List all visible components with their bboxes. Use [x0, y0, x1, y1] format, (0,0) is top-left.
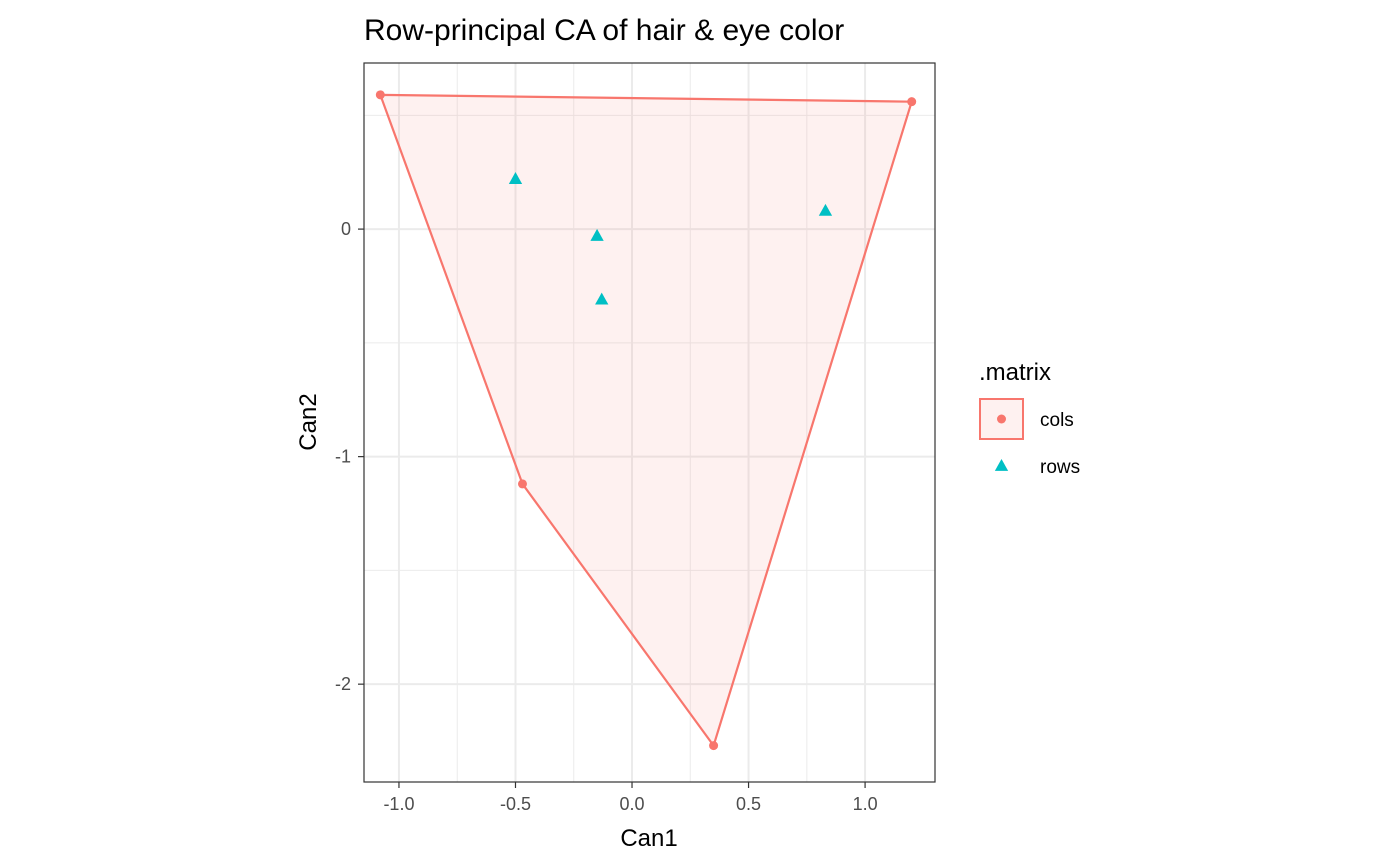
plot-border — [363, 62, 936, 783]
legend-swatch-rows — [994, 459, 1009, 471]
x-tick-label: 0.5 — [736, 794, 761, 814]
rows-point — [508, 172, 523, 184]
x-tick-label: 0.0 — [620, 794, 645, 814]
x-axis: -1.0 -0.5 0.0 0.5 1.0 — [383, 782, 878, 814]
y-tick-label: 0 — [341, 219, 351, 239]
legend-item-rows: rows — [994, 457, 1080, 478]
x-tick-label: 1.0 — [853, 794, 878, 814]
points-layer — [375, 90, 917, 751]
chart-title: Row-principal CA of hair & eye color — [364, 14, 844, 47]
cols-point — [517, 479, 527, 489]
x-tick-label: -0.5 — [500, 794, 531, 814]
legend-title: .matrix — [979, 359, 1051, 386]
legend-entries: cols rows — [979, 398, 1080, 478]
y-tick-label: -1 — [335, 447, 351, 467]
plot-panel — [364, 63, 935, 782]
rows-point — [818, 203, 833, 216]
cols-point — [375, 90, 385, 100]
legend: .matrix cols rows — [979, 359, 1080, 478]
x-tick-label: -1.0 — [383, 794, 414, 814]
x-axis-title: Can1 — [620, 825, 677, 852]
y-axis: 0 -1 -2 — [335, 219, 364, 694]
legend-label-cols: cols — [1040, 410, 1074, 431]
cols-point — [907, 97, 917, 107]
legend-item-cols: cols — [979, 398, 1074, 440]
legend-label-rows: rows — [1040, 457, 1080, 478]
legend-swatch-cols — [997, 414, 1006, 424]
cols-point — [709, 741, 719, 751]
y-tick-label: -2 — [335, 674, 351, 694]
y-axis-title: Can2 — [295, 393, 322, 450]
legend-key-cols — [979, 398, 1024, 440]
rows-point — [590, 228, 604, 241]
rows-point — [595, 292, 609, 305]
